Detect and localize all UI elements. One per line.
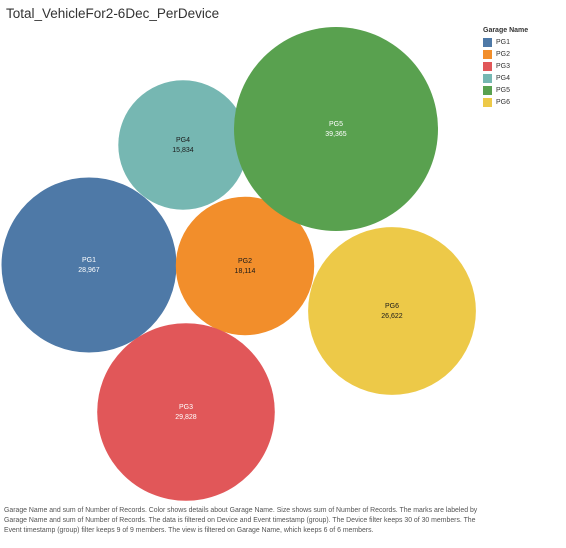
legend-item-pg1[interactable]: PG1 [483,36,528,48]
bubble-pg6-mark[interactable] [308,227,476,395]
bubble-pg4-name-label: PG4 [176,137,190,144]
bubble-pg1-value-label: 28,967 [78,267,100,274]
bubble-pg6[interactable]: PG6 26,622 [308,227,476,395]
legend-items: PG1 PG2 PG3 PG4 PG5 PG6 [483,36,528,108]
legend-item-pg6[interactable]: PG6 [483,96,528,108]
chart-caption: Garage Name and sum of Number of Records… [4,507,478,534]
legend-swatch-pg5 [483,85,492,95]
legend-item-pg5[interactable]: PG5 [483,84,528,96]
legend-swatch-pg6 [483,97,492,107]
bubble-pg3-value-label: 29,828 [175,414,197,421]
legend-item-pg3[interactable]: PG3 [483,60,528,72]
legend-swatch-pg2 [483,49,492,59]
bubble-pg5[interactable]: PG5 39,365 [234,27,438,231]
bubble-pg1-mark[interactable] [1,177,177,353]
bubble-pg2-name-label: PG2 [238,258,252,265]
legend-label-pg4: PG4 [496,74,511,82]
legend-label-pg3: PG3 [496,62,511,70]
legend-label-pg5: PG5 [496,86,511,94]
legend-label-pg6: PG6 [496,98,511,106]
legend[interactable]: Garage Name PG1 PG2 PG3 PG4 PG5 PG6 [483,27,528,108]
bubble-pg4-value-label: 15,834 [172,147,194,154]
legend-label-pg2: PG2 [496,50,511,58]
legend-item-pg2[interactable]: PG2 [483,48,528,60]
legend-label-pg1: PG1 [496,38,511,46]
bubble-pg1[interactable]: PG1 28,967 [1,177,177,353]
bubble-pg3-name-label: PG3 [179,404,193,411]
bubble-chart: PG1 28,967 PG2 18,114 PG3 29,828 PG4 15,834 PG5 3… [1,27,476,501]
bubble-pg3[interactable]: PG3 29,828 [97,323,275,501]
bubble-pg2[interactable]: PG2 18,114 [175,196,315,336]
bubble-pg5-mark[interactable] [234,27,438,231]
bubble-pg4[interactable]: PG4 15,834 [118,80,248,210]
bubble-pg2-value-label: 18,114 [235,268,256,275]
bubble-pg6-name-label: PG6 [385,303,399,310]
legend-title: Garage Name [483,27,529,34]
bubble-pg5-value-label: 39,365 [325,131,347,138]
bubble-pg2-mark[interactable] [175,196,315,336]
legend-item-pg4[interactable]: PG4 [483,72,528,84]
bubble-pg1-name-label: PG1 [82,257,96,264]
bubble-pg3-mark[interactable] [97,323,275,501]
chart-title: Total_VehicleFor2-6Dec_PerDevice [6,6,220,21]
legend-swatch-pg1 [483,37,492,47]
bubble-pg4-mark[interactable] [118,80,248,210]
legend-swatch-pg3 [483,61,492,71]
legend-swatch-pg4 [483,73,492,83]
bubble-pg6-value-label: 26,622 [381,313,403,320]
bubble-pg5-name-label: PG5 [329,121,343,128]
